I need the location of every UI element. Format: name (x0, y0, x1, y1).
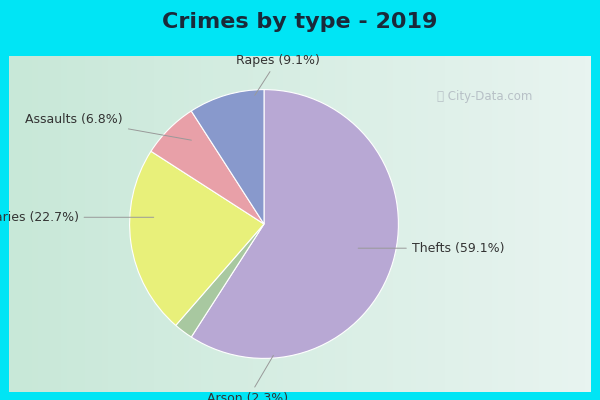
Text: ⓘ City-Data.com: ⓘ City-Data.com (437, 90, 533, 103)
Text: Assaults (6.8%): Assaults (6.8%) (25, 113, 191, 140)
Text: Crimes by type - 2019: Crimes by type - 2019 (163, 12, 437, 32)
Text: Arson (2.3%): Arson (2.3%) (208, 356, 289, 400)
Wedge shape (191, 90, 398, 358)
Wedge shape (176, 224, 264, 337)
Wedge shape (130, 151, 264, 325)
Wedge shape (151, 111, 264, 224)
Text: Burglaries (22.7%): Burglaries (22.7%) (0, 211, 154, 224)
Text: Thefts (59.1%): Thefts (59.1%) (358, 242, 505, 255)
Text: Rapes (9.1%): Rapes (9.1%) (236, 54, 319, 95)
Wedge shape (191, 90, 264, 224)
